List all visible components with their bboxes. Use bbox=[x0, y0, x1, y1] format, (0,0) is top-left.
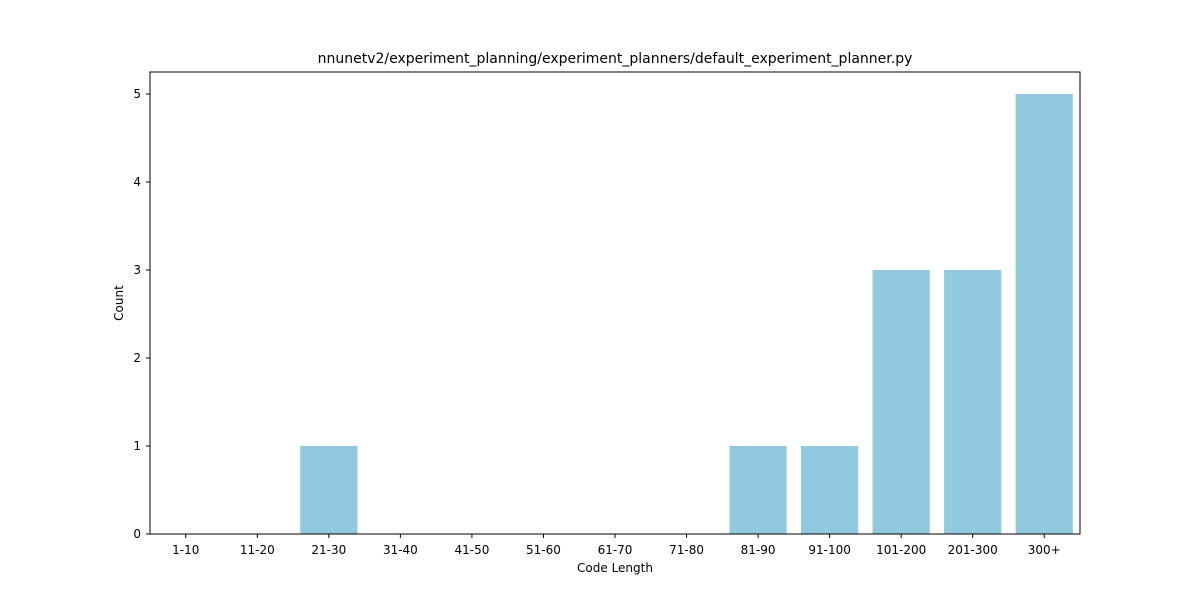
bar-300+ bbox=[1015, 94, 1073, 534]
x-tick-label: 201-300 bbox=[948, 543, 998, 557]
x-tick-label: 71-80 bbox=[669, 543, 704, 557]
y-ticks: 0 1 2 3 4 5 bbox=[133, 87, 150, 541]
y-tick-label: 5 bbox=[133, 87, 141, 101]
x-tick-label: 11-20 bbox=[240, 543, 275, 557]
x-tick-label: 61-70 bbox=[598, 543, 633, 557]
y-axis-title: Count bbox=[112, 285, 126, 321]
plot-frame bbox=[149, 71, 1081, 535]
x-ticks: 1-10 11-20 21-30 31-40 41-50 51-60 61-70 71-80 8… bbox=[172, 534, 1061, 557]
y-tick-label: 0 bbox=[133, 527, 141, 541]
x-tick-label: 91-100 bbox=[808, 543, 851, 557]
bar-21-30 bbox=[300, 446, 358, 534]
bars-layer bbox=[300, 94, 1073, 534]
bar-91-100 bbox=[801, 446, 859, 534]
chart-title: nnunetv2/experiment_planning/experiment_… bbox=[318, 51, 913, 67]
x-axis-title: Code Length bbox=[577, 561, 653, 575]
y-tick-label: 1 bbox=[133, 439, 141, 453]
y-tick-label: 3 bbox=[133, 263, 141, 277]
x-tick-label: 81-90 bbox=[741, 543, 776, 557]
x-tick-label: 31-40 bbox=[383, 543, 418, 557]
x-tick-label: 300+ bbox=[1028, 543, 1061, 557]
x-tick-label: 101-200 bbox=[876, 543, 926, 557]
bar-81-90 bbox=[729, 446, 787, 534]
x-tick-label: 41-50 bbox=[454, 543, 489, 557]
x-tick-label: 21-30 bbox=[311, 543, 346, 557]
y-tick-label: 2 bbox=[133, 351, 141, 365]
bar-101-200 bbox=[872, 270, 930, 534]
y-tick-label: 4 bbox=[133, 175, 141, 189]
x-tick-label: 1-10 bbox=[172, 543, 199, 557]
bar-201-300 bbox=[944, 270, 1002, 534]
x-tick-label: 51-60 bbox=[526, 543, 561, 557]
